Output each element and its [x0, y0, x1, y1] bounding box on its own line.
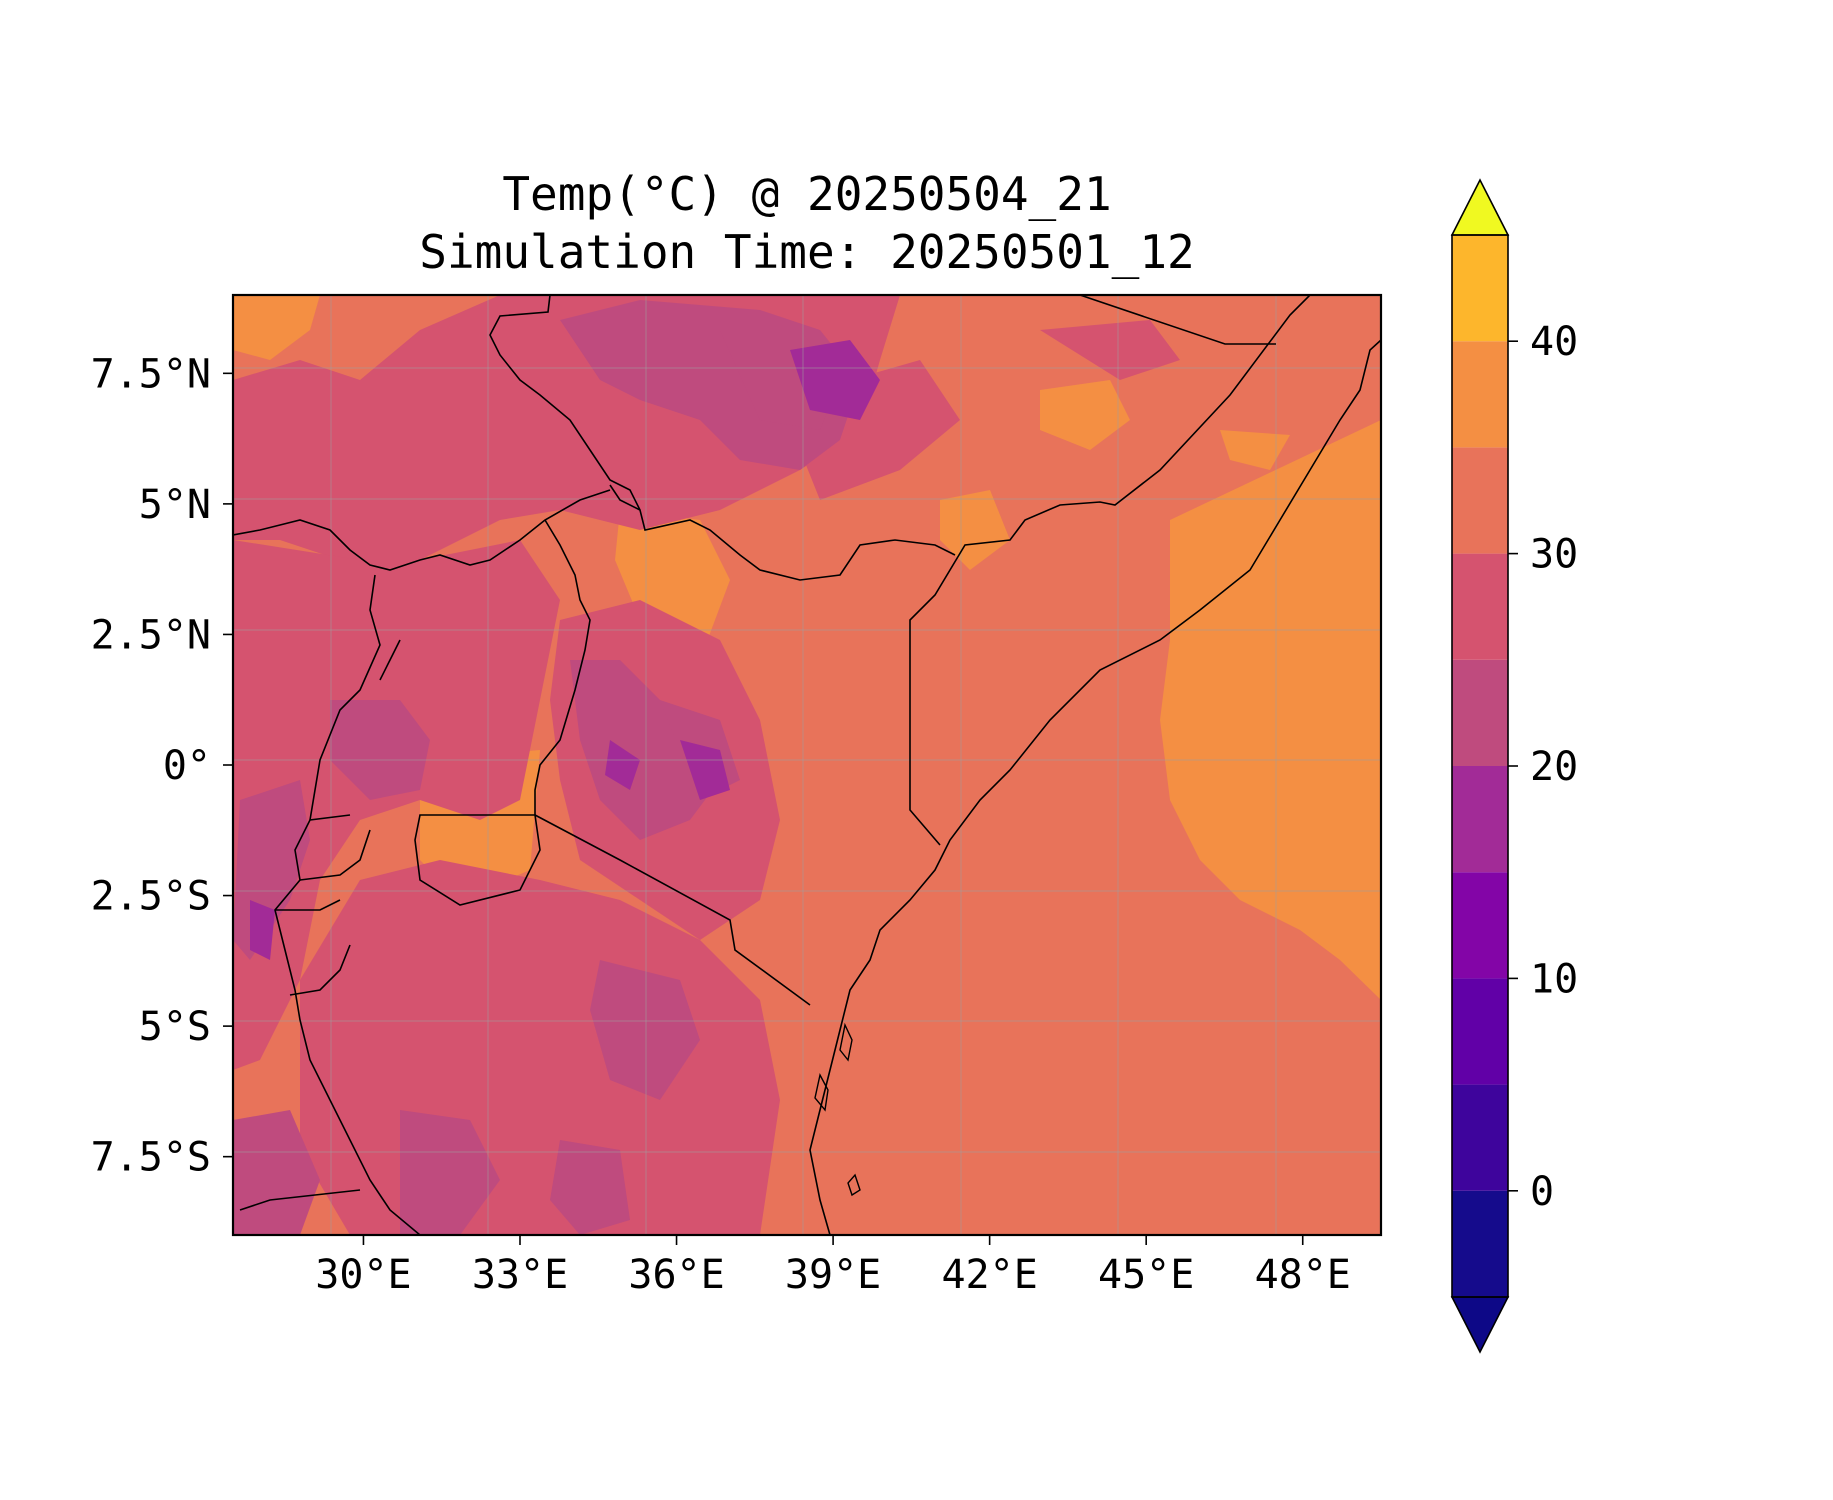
colorbar-segment — [1452, 1084, 1508, 1191]
lat-tick-label: 0° — [163, 743, 211, 789]
lon-tick-label: 45°E — [1098, 1252, 1194, 1298]
colorbar-tick-label: 40 — [1530, 319, 1578, 365]
colorbar-segment — [1452, 1190, 1508, 1297]
colorbar-extend-max — [1450, 178, 1510, 236]
lon-tick-label: 30°E — [315, 1252, 411, 1298]
map-title-line2: Simulation Time: 20250501_12 — [419, 225, 1194, 279]
country-borders — [233, 295, 1381, 1235]
colorbar-segment — [1452, 553, 1508, 660]
lon-tick-label: 36°E — [628, 1252, 724, 1298]
lat-tick-label: 5°S — [139, 1004, 211, 1050]
colorbar-tick-label: 30 — [1530, 532, 1578, 578]
colorbar-segment — [1452, 978, 1508, 1085]
colorbar: 0 10 20 30 40 — [1450, 178, 1578, 1354]
colorbar-segment — [1452, 872, 1508, 979]
zanzibar-pemba-islands — [814, 1022, 861, 1197]
map-title-line1: Temp(°C) @ 20250504_21 — [502, 167, 1111, 221]
lat-tick-label: 2.5°N — [91, 612, 211, 658]
colorbar-segment — [1452, 766, 1508, 873]
longitude-axis: 30°E 33°E 36°E 39°E 42°E 45°E 48°E — [315, 1235, 1351, 1298]
colorbar-extend-min — [1450, 1296, 1510, 1354]
colorbar-tick-label: 0 — [1530, 1169, 1554, 1215]
lon-tick-label: 39°E — [785, 1252, 881, 1298]
latitude-axis: 7.5°N 5°N 2.5°N 0° 2.5°S 5°S 7.5°S — [91, 351, 233, 1181]
colorbar-segment — [1452, 659, 1508, 766]
colorbar-segment — [1452, 341, 1508, 448]
colorbar-segment — [1452, 447, 1508, 554]
coldest-peak-region — [250, 340, 880, 960]
map-gridlines — [233, 295, 1381, 1235]
lon-tick-label: 42°E — [941, 1252, 1037, 1298]
temperature-map — [233, 295, 1381, 1235]
lat-tick-label: 7.5°S — [91, 1135, 211, 1181]
colorbar-segment — [1452, 235, 1508, 342]
lon-tick-label: 33°E — [472, 1252, 568, 1298]
lat-tick-label: 2.5°S — [91, 874, 211, 920]
colorbar-tick-label: 10 — [1530, 956, 1578, 1002]
lat-tick-label: 5°N — [139, 482, 211, 528]
lat-tick-label: 7.5°N — [91, 351, 211, 397]
colorbar-tick-label: 20 — [1530, 744, 1578, 790]
lon-tick-label: 48°E — [1255, 1252, 1351, 1298]
